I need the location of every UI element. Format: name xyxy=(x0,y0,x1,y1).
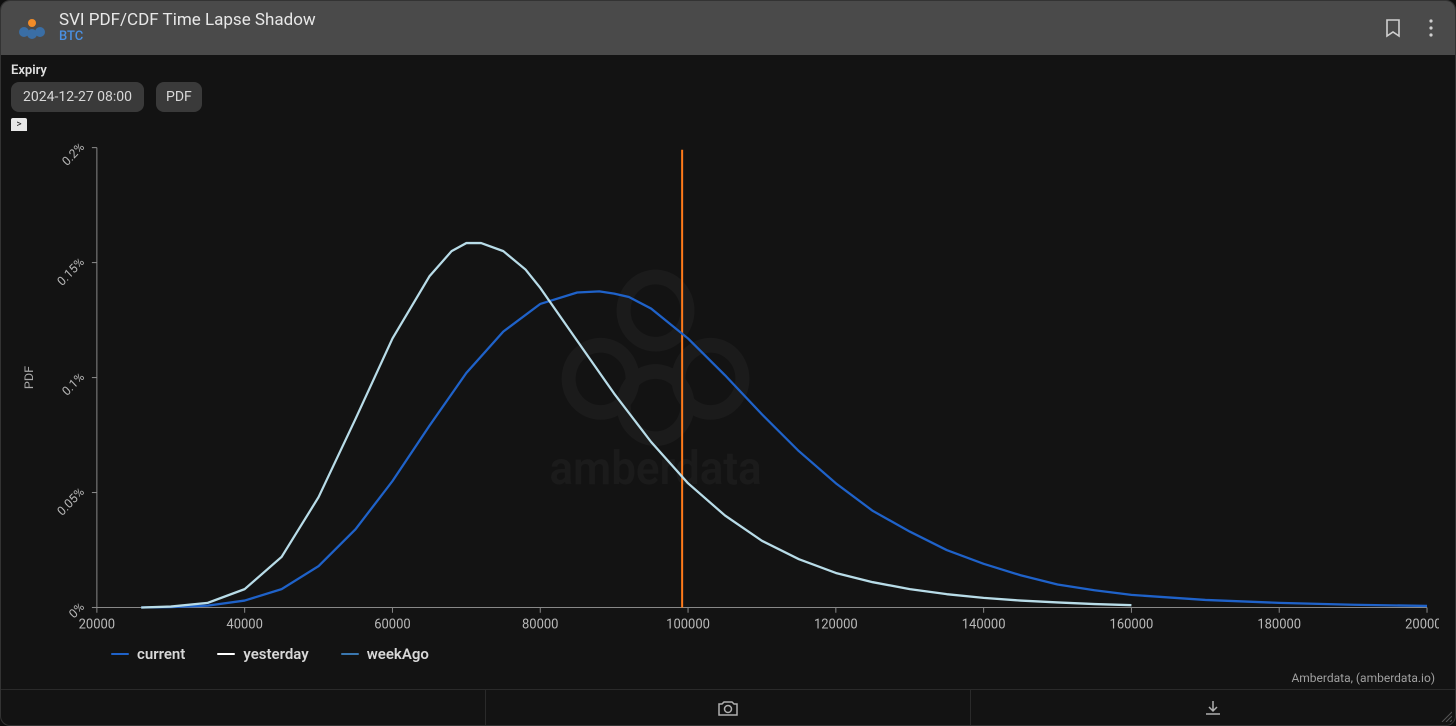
chart-area: amberdata 0%0.05%0.1%0.15%0.2%PDF2000040… xyxy=(1,135,1455,639)
more-icon[interactable] xyxy=(1421,18,1441,38)
footer-toolbar xyxy=(1,689,1455,725)
download-button[interactable] xyxy=(971,690,1455,725)
legend-swatch xyxy=(217,653,235,656)
camera-icon xyxy=(717,699,739,717)
svg-text:140000: 140000 xyxy=(962,617,1006,632)
header-left: SVI PDF/CDF Time Lapse Shadow BTC xyxy=(15,11,316,45)
legend-swatch xyxy=(111,653,129,656)
control-row: 2024-12-27 08:00 PDF xyxy=(11,82,1445,112)
svg-text:0.2%: 0.2% xyxy=(60,140,88,169)
download-icon xyxy=(1203,699,1223,717)
svg-text:0.1%: 0.1% xyxy=(60,370,88,399)
chart-svg: amberdata 0%0.05%0.1%0.15%0.2%PDF2000040… xyxy=(9,135,1439,639)
window-subtitle: BTC xyxy=(59,30,316,45)
svg-text:0.15%: 0.15% xyxy=(55,255,87,289)
legend-item-current[interactable]: current xyxy=(111,645,185,663)
expiry-label: Expiry xyxy=(11,63,1445,78)
svg-text:160000: 160000 xyxy=(1110,617,1154,632)
screenshot-button[interactable] xyxy=(486,690,971,725)
svg-text:120000: 120000 xyxy=(814,617,858,632)
mode-selector[interactable]: PDF xyxy=(156,82,202,112)
svg-text:200000: 200000 xyxy=(1405,617,1439,632)
svg-text:180000: 180000 xyxy=(1257,617,1301,632)
legend-item-weekAgo[interactable]: weekAgo xyxy=(341,645,429,663)
controls-bar: Expiry 2024-12-27 08:00 PDF > xyxy=(1,55,1455,135)
svg-text:amberdata: amberdata xyxy=(549,442,761,496)
legend-label: current xyxy=(137,645,185,663)
window-header: SVI PDF/CDF Time Lapse Shadow BTC xyxy=(1,1,1455,55)
svg-text:PDF: PDF xyxy=(23,366,37,389)
app-logo-icon xyxy=(15,17,49,39)
title-block: SVI PDF/CDF Time Lapse Shadow BTC xyxy=(59,11,316,45)
series-current xyxy=(141,291,1427,607)
header-actions xyxy=(1383,18,1441,38)
chart-window: SVI PDF/CDF Time Lapse Shadow BTC Expiry… xyxy=(0,0,1456,726)
svg-text:20000: 20000 xyxy=(79,617,115,632)
legend-label: yesterday xyxy=(243,645,308,663)
resize-grip-icon[interactable] xyxy=(1440,710,1452,722)
window-title: SVI PDF/CDF Time Lapse Shadow xyxy=(59,11,316,31)
svg-text:60000: 60000 xyxy=(374,617,410,632)
legend-swatch xyxy=(341,653,359,656)
svg-text:40000: 40000 xyxy=(226,617,262,632)
svg-text:100000: 100000 xyxy=(666,617,710,632)
legend-item-yesterday[interactable]: yesterday xyxy=(217,645,308,663)
svg-text:80000: 80000 xyxy=(522,617,558,632)
legend-label: weekAgo xyxy=(367,645,429,663)
bookmark-icon[interactable] xyxy=(1383,18,1403,38)
legend: current yesterday weekAgo xyxy=(1,639,1455,669)
footer-spacer xyxy=(1,690,486,725)
expand-toggle-icon[interactable]: > xyxy=(11,118,27,131)
expiry-selector[interactable]: 2024-12-27 08:00 xyxy=(11,82,144,112)
credit-text: Amberdata, (amberdata.io) xyxy=(1,669,1455,689)
svg-text:0.05%: 0.05% xyxy=(55,485,87,519)
